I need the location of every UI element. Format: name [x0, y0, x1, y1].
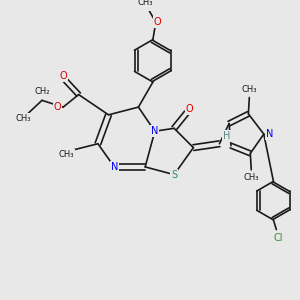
- Text: O: O: [59, 71, 67, 81]
- Text: CH₃: CH₃: [242, 85, 257, 94]
- Text: CH₃: CH₃: [244, 173, 259, 182]
- Text: N: N: [151, 126, 158, 136]
- Text: Cl: Cl: [274, 233, 283, 243]
- Text: N: N: [266, 129, 273, 139]
- Text: CH₃: CH₃: [16, 114, 32, 123]
- Text: CH₃: CH₃: [137, 0, 153, 8]
- Text: CH₃: CH₃: [58, 150, 74, 159]
- Text: S: S: [171, 169, 177, 180]
- Text: O: O: [186, 104, 194, 114]
- Text: N: N: [111, 162, 118, 172]
- Text: O: O: [154, 17, 161, 27]
- Text: H: H: [224, 131, 231, 141]
- Text: O: O: [54, 102, 61, 112]
- Text: CH₂: CH₂: [34, 87, 50, 96]
